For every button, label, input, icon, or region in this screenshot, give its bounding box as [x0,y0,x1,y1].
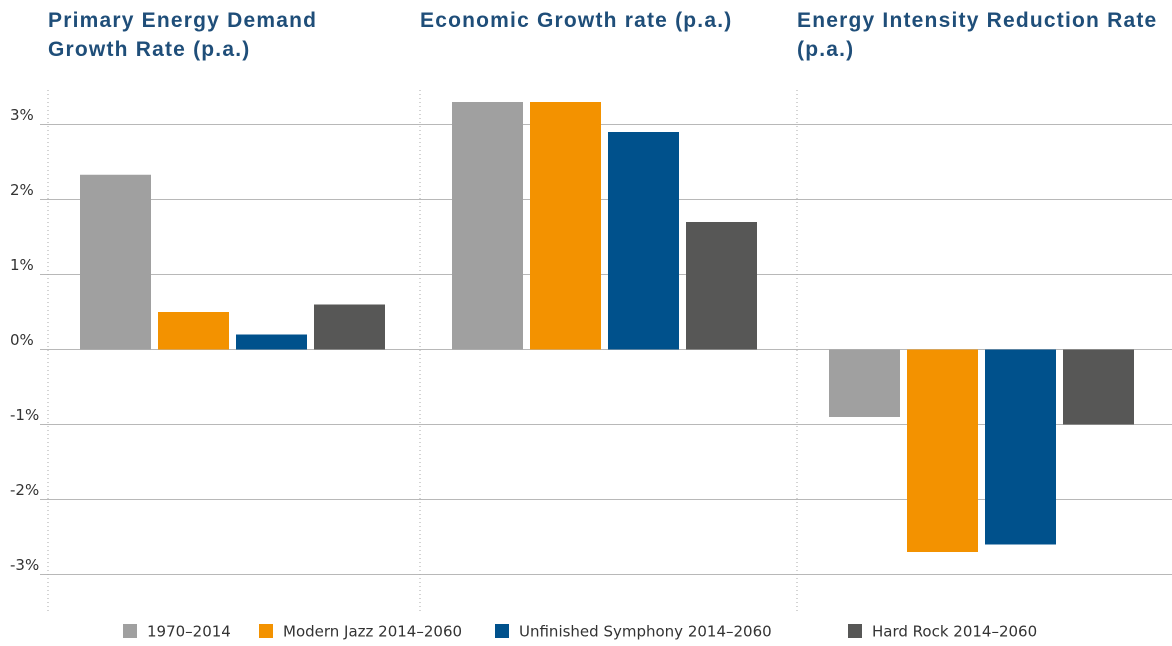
bar [452,102,523,350]
bar [1063,349,1134,425]
legend-label: 1970–2014 [147,623,231,641]
bar [985,349,1056,545]
panel-title: Economic Growth rate (p.a.) [420,9,733,32]
y-tick-label: 2% [10,181,34,199]
bar [608,132,679,350]
legend-label: Hard Rock 2014–2060 [872,623,1037,641]
bar [686,222,757,350]
legend-swatch [848,624,862,638]
bar [80,174,151,350]
y-tick-label: -1% [10,406,39,424]
legend-swatch [123,624,137,638]
legend-swatch [495,624,509,638]
bar [236,334,307,350]
legend-swatch [259,624,273,638]
panel-title: Energy Intensity Reduction Rate (p.a.) [797,9,1158,61]
y-tick-label: 3% [10,106,34,124]
bar [314,304,385,350]
bar [530,102,601,350]
y-tick-label: 0% [10,331,34,349]
bar [907,349,978,552]
legend-label: Unfinished Symphony 2014–2060 [519,623,772,641]
y-tick-label: -2% [10,481,39,499]
panel-title: Primary Energy Demand Growth Rate (p.a.) [48,9,318,61]
y-tick-label: -3% [10,556,39,574]
y-tick-label: 1% [10,256,34,274]
bar [829,349,900,417]
legend-label: Modern Jazz 2014–2060 [283,623,462,641]
bar [158,312,229,350]
